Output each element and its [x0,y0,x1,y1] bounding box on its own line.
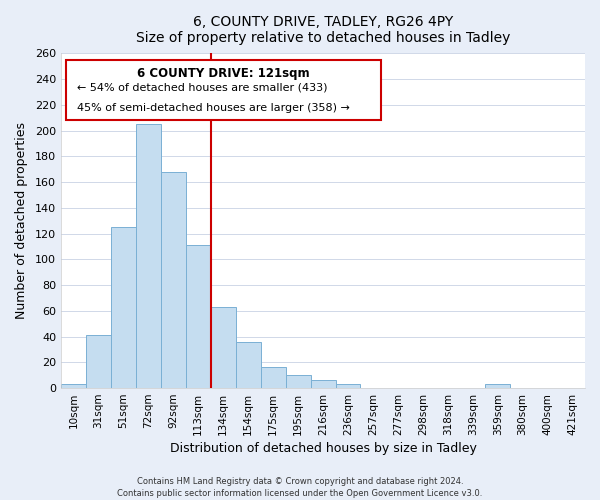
Bar [211,307,236,388]
Bar [260,368,286,388]
Bar [311,380,335,388]
X-axis label: Distribution of detached houses by size in Tadley: Distribution of detached houses by size … [170,442,476,455]
Bar [236,342,260,388]
Text: ← 54% of detached houses are smaller (433): ← 54% of detached houses are smaller (43… [77,82,327,92]
Bar [111,227,136,388]
Bar [286,375,311,388]
Bar [335,384,361,388]
Bar [485,384,510,388]
Bar [86,336,111,388]
Bar [161,172,186,388]
Bar [61,384,86,388]
Bar [186,245,211,388]
Title: 6, COUNTY DRIVE, TADLEY, RG26 4PY
Size of property relative to detached houses i: 6, COUNTY DRIVE, TADLEY, RG26 4PY Size o… [136,15,510,45]
Text: Contains HM Land Registry data © Crown copyright and database right 2024.
Contai: Contains HM Land Registry data © Crown c… [118,476,482,498]
Bar [136,124,161,388]
Text: 6 COUNTY DRIVE: 121sqm: 6 COUNTY DRIVE: 121sqm [137,66,310,80]
FancyBboxPatch shape [66,60,380,120]
Y-axis label: Number of detached properties: Number of detached properties [15,122,28,319]
Text: 45% of semi-detached houses are larger (358) →: 45% of semi-detached houses are larger (… [77,103,350,113]
